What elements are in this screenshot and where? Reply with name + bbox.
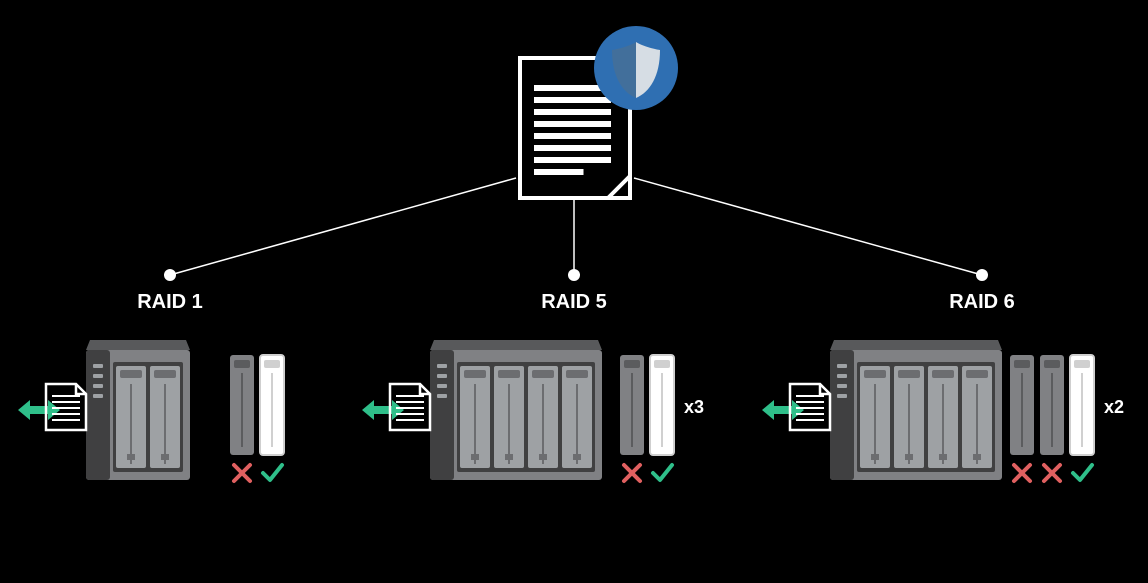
transfer-icon <box>18 384 86 430</box>
connector-dot <box>568 269 580 281</box>
nas-unit <box>86 340 190 480</box>
nas-unit <box>830 340 1002 480</box>
drive-multiplier: x2 <box>1104 397 1124 417</box>
diagram-canvas: RAID 1 RAID 5 RAID 6 x3 x2 <box>0 0 1148 583</box>
drive-status-group <box>230 355 284 481</box>
fail-mark-icon <box>1044 465 1060 481</box>
ok-mark-icon <box>263 465 282 480</box>
raid-label: RAID 5 <box>541 291 607 313</box>
raid-label: RAID 6 <box>949 291 1015 313</box>
fail-mark-icon <box>1014 465 1030 481</box>
ok-mark-icon <box>1073 465 1092 480</box>
transfer-icon <box>362 384 430 430</box>
ok-mark-icon <box>653 465 672 480</box>
connector-line <box>634 178 982 275</box>
drive-status-group: x2 <box>1010 355 1124 481</box>
connector-dot <box>976 269 988 281</box>
fail-mark-icon <box>234 465 250 481</box>
nas-unit <box>430 340 602 480</box>
drive-multiplier: x3 <box>684 397 704 417</box>
connector-line <box>170 178 516 275</box>
document-dogear <box>608 176 630 198</box>
fail-mark-icon <box>624 465 640 481</box>
drive-status-group: x3 <box>620 355 704 481</box>
raid-label: RAID 1 <box>137 291 203 313</box>
transfer-icon <box>762 384 830 430</box>
connector-dot <box>164 269 176 281</box>
